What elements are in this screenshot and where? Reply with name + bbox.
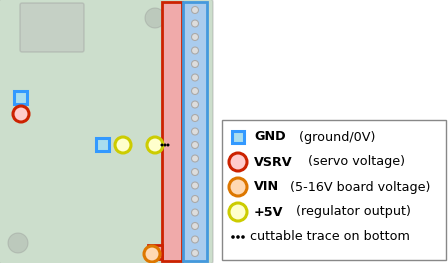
Text: cuttable trace on bottom: cuttable trace on bottom (250, 230, 410, 244)
Circle shape (241, 235, 245, 239)
Circle shape (147, 137, 163, 153)
Circle shape (191, 101, 198, 108)
Circle shape (191, 20, 198, 27)
Circle shape (191, 155, 198, 162)
Circle shape (191, 88, 198, 94)
Bar (222, 120, 446, 260)
Circle shape (191, 250, 198, 256)
Text: (ground/0V): (ground/0V) (295, 130, 375, 144)
Bar (14, 91, 27, 104)
Circle shape (229, 178, 247, 196)
Circle shape (191, 195, 198, 203)
Circle shape (115, 137, 131, 153)
Circle shape (191, 209, 198, 216)
Circle shape (191, 74, 198, 81)
Circle shape (191, 128, 198, 135)
Circle shape (229, 203, 247, 221)
Text: (servo voltage): (servo voltage) (304, 155, 405, 169)
FancyBboxPatch shape (0, 0, 213, 263)
Circle shape (231, 235, 235, 239)
Circle shape (191, 33, 198, 41)
Circle shape (191, 182, 198, 189)
Circle shape (164, 144, 167, 146)
Text: VIN: VIN (254, 180, 279, 194)
Text: (5-16V board voltage): (5-16V board voltage) (286, 180, 431, 194)
Bar (232, 131, 244, 143)
Circle shape (191, 169, 198, 175)
Bar (162, 2, 182, 261)
Bar (183, 2, 207, 261)
Circle shape (191, 236, 198, 243)
Circle shape (191, 141, 198, 149)
Text: GND: GND (254, 130, 286, 144)
Circle shape (191, 222, 198, 230)
Circle shape (191, 7, 198, 13)
Text: VSRV: VSRV (254, 155, 293, 169)
FancyBboxPatch shape (20, 3, 84, 52)
Circle shape (13, 106, 29, 122)
Circle shape (167, 144, 169, 146)
Text: +5V: +5V (254, 205, 284, 219)
Circle shape (191, 47, 198, 54)
Circle shape (229, 153, 247, 171)
Circle shape (145, 8, 165, 28)
Circle shape (191, 60, 198, 68)
Bar (96, 138, 109, 151)
Circle shape (144, 246, 160, 262)
Bar (148, 245, 162, 259)
Text: (regulator output): (regulator output) (292, 205, 411, 219)
Circle shape (191, 114, 198, 122)
Circle shape (8, 233, 28, 253)
Circle shape (236, 235, 240, 239)
Circle shape (160, 144, 164, 146)
